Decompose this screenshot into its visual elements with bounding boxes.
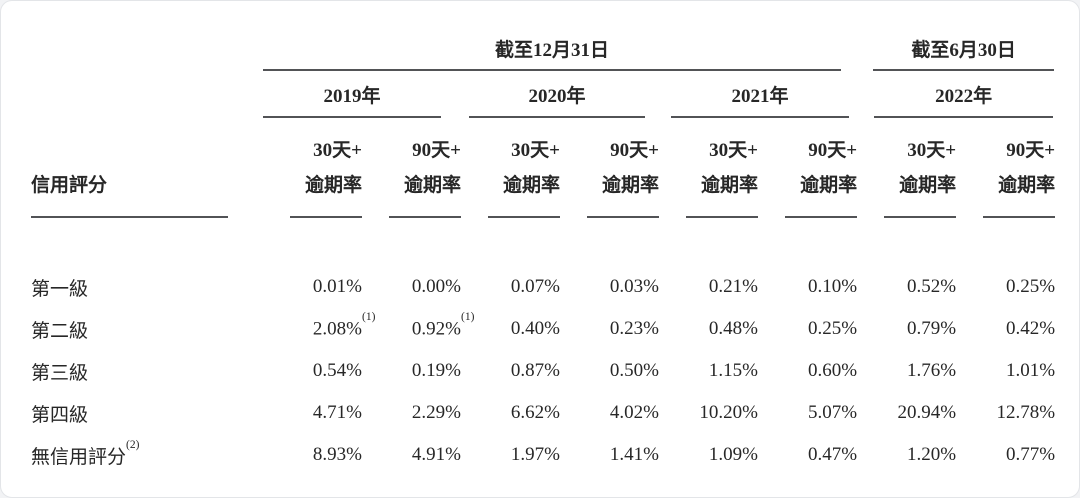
- cell-value: 8.93%: [312, 444, 362, 465]
- cell-value: 0.25%: [1006, 276, 1056, 297]
- cell-value: 1.09%: [708, 444, 758, 465]
- credit-score-label: 信用評分: [31, 175, 108, 196]
- cell-value: 4.91%: [411, 444, 461, 465]
- cell-value: 1.97%: [510, 444, 560, 465]
- header-underline: [785, 216, 858, 218]
- table-row-no-credit-score: 無信用評分(2) 8.93% 4.91% 1.97% 1.41% 1.09% 0…: [31, 434, 1055, 476]
- cell-value: 20.94%: [897, 402, 957, 423]
- metric-header-2019-30d: 30天+ 逾期率: [263, 118, 362, 218]
- cell-value: 0.03%: [609, 276, 659, 297]
- row-label: 第三級: [31, 362, 89, 384]
- cell-value: 5.07%: [808, 402, 858, 423]
- cell-value: 1.20%: [907, 444, 957, 465]
- cell-value: 1.15%: [708, 360, 758, 381]
- cell-value: 0.19%: [411, 360, 461, 381]
- year-header-2022: 2022年: [857, 71, 1055, 118]
- table-row-tier-4: 第四級 4.71% 2.29% 6.62% 4.02% 10.20% 5.07%…: [31, 392, 1055, 434]
- header-underline: [884, 216, 957, 218]
- row-label: 無信用評分(2): [31, 439, 140, 468]
- year-label: 2020年: [528, 86, 586, 107]
- header-underline: [488, 216, 560, 218]
- row-label: 第二級: [31, 320, 89, 342]
- cell-value: 0.52%: [907, 276, 957, 297]
- cell-value: 0.87%: [510, 360, 560, 381]
- header-underline: [983, 216, 1056, 218]
- spacer-row: [31, 218, 1055, 266]
- corner-blank-cell: [31, 35, 263, 71]
- table-row-tier-3: 第三級 0.54% 0.19% 0.87% 0.50% 1.15% 0.60% …: [31, 350, 1055, 392]
- cell-value: 0.00%: [411, 276, 461, 297]
- period-label: 截至12月31日: [495, 40, 610, 61]
- year-label: 2021年: [731, 86, 789, 107]
- year-label: 2019年: [323, 86, 381, 107]
- cell-value: 0.07%: [510, 276, 560, 297]
- period-header-as-of-jun30: 截至6月30日: [857, 35, 1055, 71]
- cell-value: 0.21%: [708, 276, 758, 297]
- metric-header-2022-90d: 90天+ 逾期率: [956, 118, 1056, 218]
- cell-value: 4.71%: [312, 402, 362, 423]
- metric-header-2021-90d: 90天+ 逾期率: [758, 118, 858, 218]
- metric-header-2021-30d: 30天+ 逾期率: [659, 118, 758, 218]
- period-header-row: 截至12月31日 截至6月30日: [31, 35, 1055, 71]
- credit-score-overdue-rate-table: 截至12月31日 截至6月30日 2019年 2020年 2021年 2022年: [31, 35, 1056, 476]
- cell-value: 1.01%: [1006, 360, 1056, 381]
- table-row-tier-1: 第一級 0.01% 0.00% 0.07% 0.03% 0.21% 0.10% …: [31, 266, 1055, 308]
- cell-value: 2.29%: [411, 402, 461, 423]
- cell-value: 0.42%: [1006, 318, 1056, 339]
- cell-value: 2.08%(1): [312, 310, 376, 340]
- cell-value: 0.77%: [1006, 444, 1056, 465]
- cell-value: 10.20%: [699, 402, 758, 423]
- cell-value: 0.79%: [907, 318, 957, 339]
- header-underline: [290, 216, 362, 218]
- cell-value: 0.50%: [609, 360, 659, 381]
- metric-header-2020-90d: 90天+ 逾期率: [560, 118, 659, 218]
- header-underline: [389, 216, 461, 218]
- header-underline: [686, 216, 758, 218]
- cell-value: 0.25%: [808, 318, 858, 339]
- period-label: 截至6月30日: [911, 40, 1016, 61]
- metric-header-2019-90d: 90天+ 逾期率: [362, 118, 461, 218]
- cell-value: 0.92%(1): [411, 310, 475, 340]
- metric-header-2020-30d: 30天+ 逾期率: [461, 118, 560, 218]
- cell-value: 0.10%: [808, 276, 858, 297]
- cell-value: 0.40%: [510, 318, 560, 339]
- year-header-2021: 2021年: [659, 71, 857, 118]
- table-row-tier-2: 第二級 2.08%(1) 0.92%(1) 0.40% 0.23% 0.48% …: [31, 308, 1055, 350]
- row-label: 第四級: [31, 404, 89, 426]
- cell-value: 0.47%: [808, 444, 858, 465]
- header-underline: [31, 216, 228, 218]
- header-underline: [587, 216, 659, 218]
- cell-value: 6.62%: [510, 402, 560, 423]
- year-header-2020: 2020年: [461, 71, 659, 118]
- cell-value: 0.60%: [808, 360, 858, 381]
- year-header-row: 2019年 2020年 2021年 2022年: [31, 71, 1055, 118]
- metric-header-2022-30d: 30天+ 逾期率: [857, 118, 957, 218]
- cell-value: 1.76%: [907, 360, 957, 381]
- column-header-credit-score: 信用評分: [31, 118, 263, 218]
- blank-cell: [31, 71, 263, 118]
- row-label: 第一級: [31, 278, 89, 300]
- cell-value: 0.48%: [708, 318, 758, 339]
- cell-value: 12.78%: [996, 402, 1056, 423]
- cell-value: 0.01%: [312, 276, 362, 297]
- year-label: 2022年: [935, 86, 993, 107]
- period-header-as-of-dec31: 截至12月31日: [263, 35, 857, 71]
- cell-value: 0.54%: [312, 360, 362, 381]
- year-header-2019: 2019年: [263, 71, 461, 118]
- cell-value: 4.02%: [609, 402, 659, 423]
- metric-header-row: 信用評分 30天+ 逾期率 90天+ 逾期率 30天+ 逾期率 90天+ 逾期率: [31, 118, 1056, 218]
- cell-value: 0.23%: [609, 318, 659, 339]
- cell-value: 1.41%: [609, 444, 659, 465]
